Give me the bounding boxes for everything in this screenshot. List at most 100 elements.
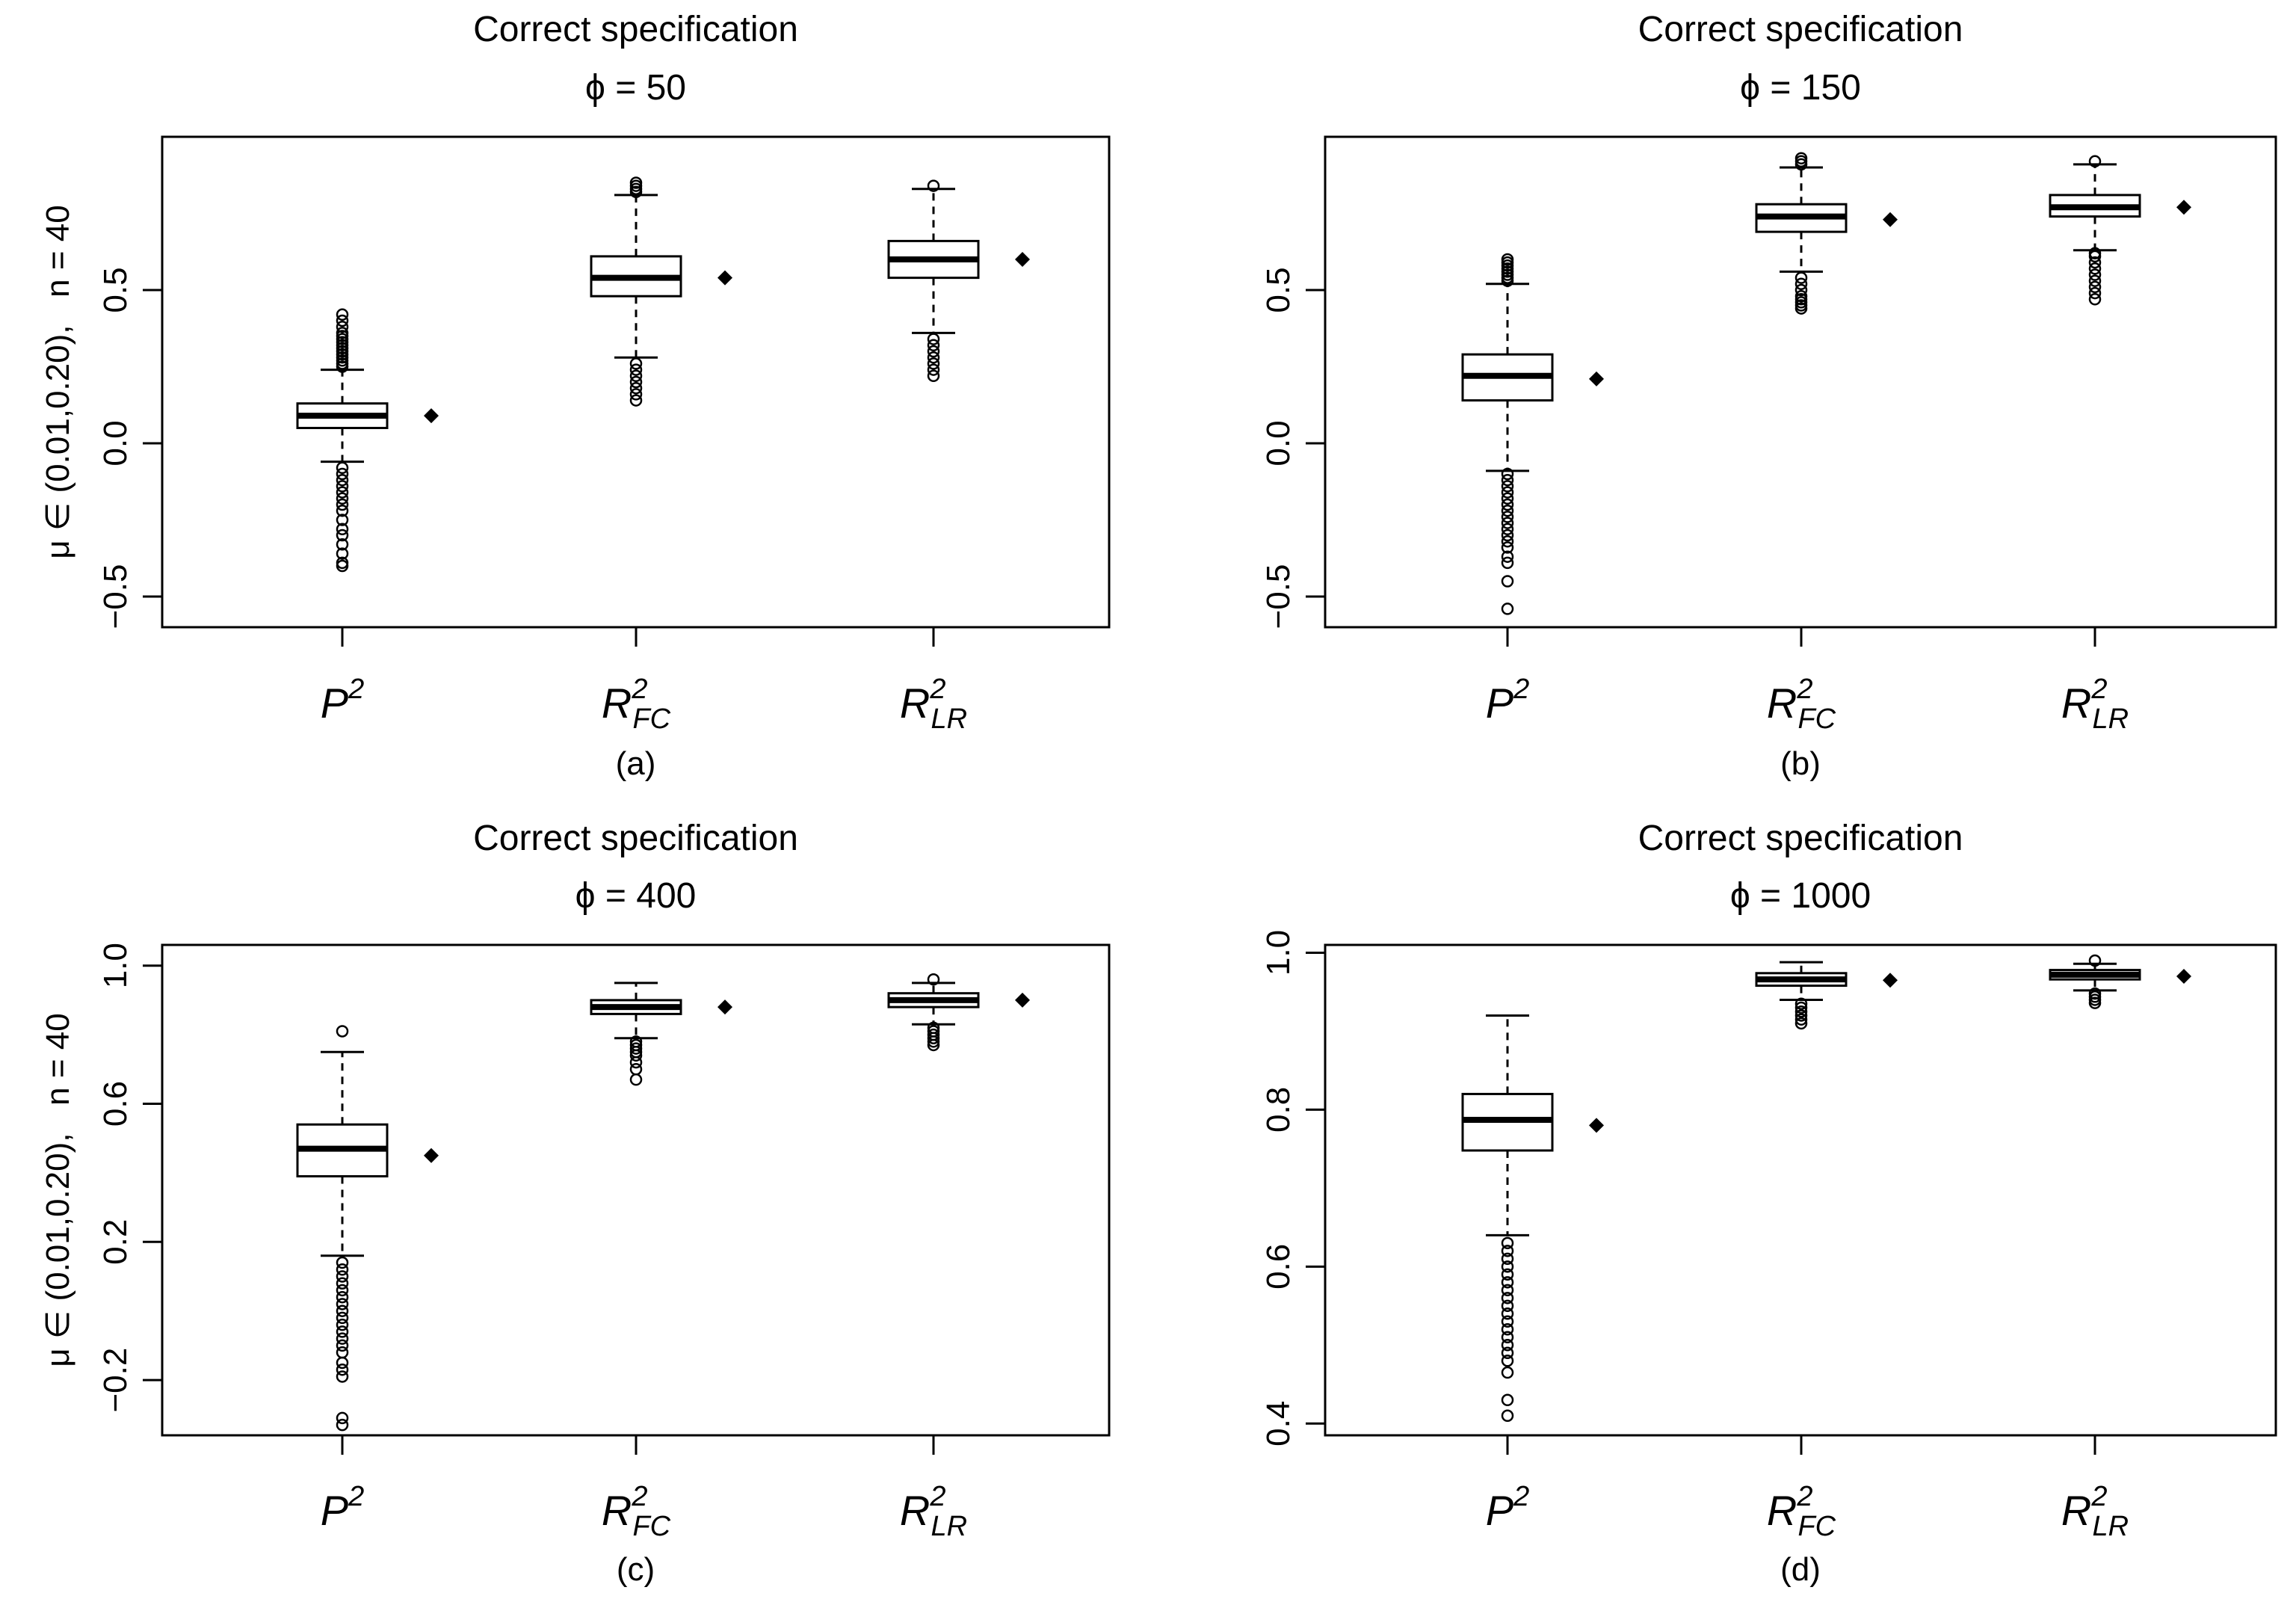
outlier-point bbox=[927, 345, 940, 358]
category-label: R2 FC bbox=[602, 1481, 671, 1542]
category-label: R2 LR bbox=[900, 1481, 967, 1542]
outlier-point bbox=[1794, 1009, 1808, 1022]
chart-title: Correct specification bbox=[473, 819, 798, 858]
outlier-point bbox=[336, 492, 349, 505]
y-tick-label: 0.5 bbox=[1260, 267, 1297, 312]
outlier-point bbox=[336, 1370, 349, 1383]
box-plot bbox=[1755, 961, 1898, 1030]
panel-label: (b) bbox=[1780, 745, 1821, 782]
outlier-point bbox=[336, 1411, 349, 1425]
chart-subtitle: ϕ = 400 bbox=[575, 876, 697, 916]
y-tick-label: 0.0 bbox=[97, 420, 134, 466]
chart-panel: Correct specification ϕ = 400 −0.2 0.2 0.6 1.… bbox=[40, 819, 1111, 1588]
outlier-point bbox=[336, 1025, 349, 1038]
outlier-point bbox=[629, 1042, 643, 1055]
outlier-point bbox=[336, 559, 349, 573]
mean-marker bbox=[424, 408, 439, 424]
outlier-point bbox=[927, 1025, 940, 1038]
outlier-point bbox=[1501, 1315, 1514, 1328]
outlier-point bbox=[336, 547, 349, 560]
chart-subtitle: ϕ = 150 bbox=[1740, 68, 1861, 108]
box-plot bbox=[887, 179, 1030, 383]
outlier-point bbox=[629, 176, 643, 189]
mean-marker bbox=[2176, 968, 2191, 984]
box-plot bbox=[296, 308, 439, 573]
outlier-point bbox=[1501, 1307, 1514, 1320]
outlier-point bbox=[336, 1290, 349, 1304]
box-plot bbox=[590, 176, 732, 407]
y-tick-label: 1.0 bbox=[97, 943, 134, 988]
outlier-point bbox=[1501, 492, 1514, 505]
box-plot bbox=[887, 973, 1030, 1052]
y-axis-title: μ ∈ (0.01,0.20), n = 40 bbox=[40, 1013, 76, 1367]
outlier-point bbox=[1501, 1366, 1514, 1379]
outlier-point bbox=[1794, 271, 1808, 284]
outlier-point bbox=[336, 1332, 349, 1345]
outlier-point bbox=[629, 381, 643, 395]
panel-label: (a) bbox=[616, 745, 656, 782]
outlier-point bbox=[336, 529, 349, 542]
outlier-point bbox=[1501, 480, 1514, 493]
category-label: R2 LR bbox=[2061, 1481, 2129, 1542]
y-tick-label: 0.8 bbox=[1260, 1087, 1297, 1133]
outlier-point bbox=[2088, 996, 2102, 1009]
outlier-point bbox=[1501, 486, 1514, 499]
y-tick-label: 0.5 bbox=[97, 267, 134, 312]
outlier-point bbox=[336, 1263, 349, 1276]
outlier-point bbox=[1794, 1013, 1808, 1026]
outlier-point bbox=[1501, 467, 1514, 481]
outlier-point bbox=[1501, 1331, 1514, 1344]
outlier-point bbox=[1501, 1346, 1514, 1360]
outlier-point bbox=[336, 1325, 349, 1338]
outlier-point bbox=[336, 1363, 349, 1376]
outlier-point bbox=[1501, 550, 1514, 563]
chart-subtitle: ϕ = 1000 bbox=[1730, 876, 1871, 916]
outlier-point bbox=[1501, 1245, 1514, 1257]
outlier-point bbox=[1501, 511, 1514, 523]
outlier-point bbox=[2088, 155, 2102, 168]
outlier-point bbox=[336, 308, 349, 321]
outlier-point bbox=[1501, 1299, 1514, 1313]
outlier-point bbox=[336, 1304, 349, 1317]
outlier-point bbox=[336, 461, 349, 475]
outlier-point bbox=[336, 1346, 349, 1359]
outlier-point bbox=[336, 320, 349, 333]
outlier-point bbox=[1501, 529, 1514, 542]
outlier-point bbox=[1794, 1001, 1808, 1014]
chart-panel: Correct specification ϕ = 1000 0.4 0.6 0.8 1.… bbox=[1260, 819, 2277, 1588]
outlier-point bbox=[1794, 1017, 1808, 1030]
outlier-point bbox=[629, 363, 643, 376]
mean-marker bbox=[1589, 1118, 1604, 1133]
outlier-point bbox=[2088, 286, 2102, 300]
outlier-point bbox=[1501, 498, 1514, 511]
mean-marker bbox=[1589, 371, 1604, 386]
y-tick-label: −0.5 bbox=[1260, 564, 1297, 629]
outlier-point bbox=[336, 523, 349, 536]
mean-marker bbox=[718, 999, 732, 1015]
outlier-point bbox=[2088, 954, 2102, 967]
outlier-point bbox=[336, 1318, 349, 1331]
outlier-point bbox=[927, 339, 940, 352]
outlier-point bbox=[336, 486, 349, 499]
outlier-point bbox=[927, 369, 940, 383]
box-plot bbox=[2049, 155, 2191, 306]
category-label: R2 LR bbox=[900, 674, 967, 735]
y-tick-label: 0.0 bbox=[1260, 420, 1297, 466]
outlier-point bbox=[1501, 1252, 1514, 1266]
outlier-point bbox=[2088, 293, 2102, 306]
outlier-point bbox=[1501, 603, 1514, 615]
chart-title: Correct specification bbox=[1638, 819, 1963, 858]
outlier-point bbox=[336, 1284, 349, 1297]
outlier-point bbox=[336, 1277, 349, 1290]
y-tick-label: 0.4 bbox=[1260, 1401, 1297, 1447]
box-plot bbox=[590, 982, 732, 1086]
y-tick-label: 0.6 bbox=[1260, 1244, 1297, 1290]
outlier-point bbox=[1501, 556, 1514, 570]
outlier-point bbox=[336, 480, 349, 493]
outlier-point bbox=[336, 327, 349, 339]
outlier-point bbox=[336, 1356, 349, 1370]
outlier-point bbox=[336, 1311, 349, 1325]
outlier-point bbox=[1501, 1355, 1514, 1367]
outlier-point bbox=[1501, 523, 1514, 536]
